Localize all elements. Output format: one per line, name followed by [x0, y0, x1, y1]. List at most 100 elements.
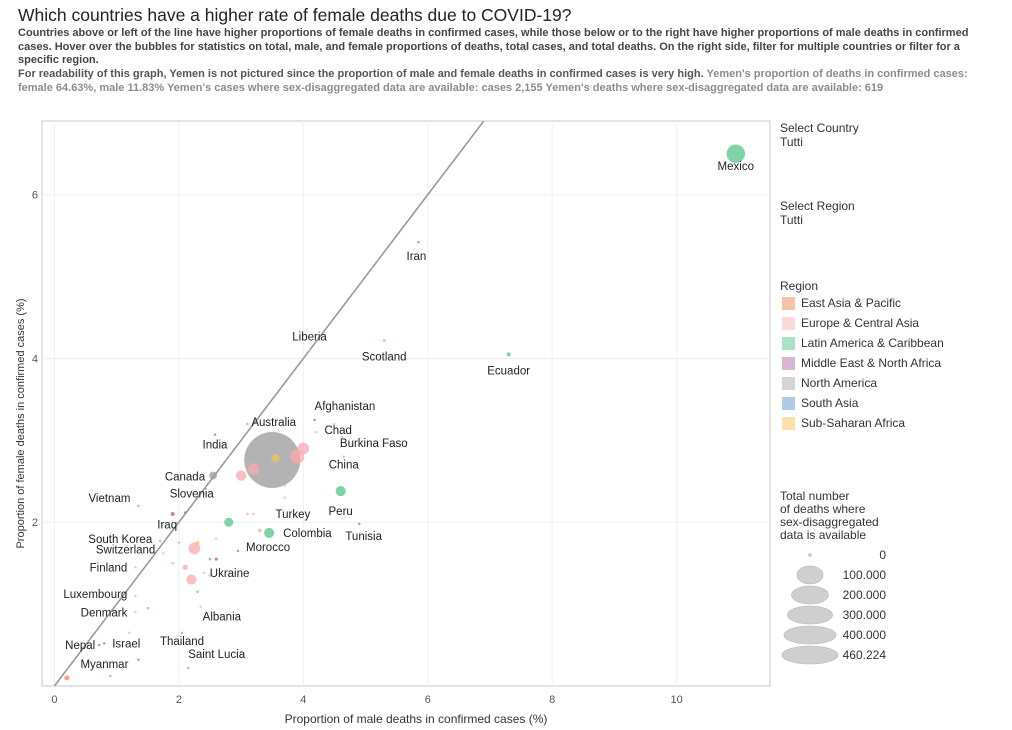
legend-swatch [782, 396, 795, 410]
country-label: Tunisia [345, 531, 382, 543]
country-label: Saint Lucia [188, 649, 246, 661]
legend-label: East Asia & Pacific [801, 296, 902, 310]
bubble-point [335, 486, 346, 497]
legend-item[interactable]: Europe & Central Asia [782, 315, 919, 331]
legend-item[interactable]: Latin America & Caribbean [782, 335, 944, 351]
bubble-point [236, 549, 240, 553]
bubble-point [98, 643, 101, 647]
country-label: Turkey [276, 509, 311, 521]
bubble-point [308, 349, 311, 352]
legend-label: South Asia [801, 396, 859, 410]
country-label: Iran [407, 251, 427, 263]
country-label: Mexico [718, 161, 754, 173]
legend-item[interactable]: North America [782, 375, 877, 391]
y-tick-label: 4 [32, 353, 38, 365]
bubble-point [297, 442, 310, 455]
bubble-point [186, 574, 197, 585]
country-label: Slovenia [170, 489, 215, 501]
country-label: Morocco [246, 542, 290, 554]
reference-line [53, 121, 485, 686]
size-legend-title: Total number of deaths where sex-disaggr… [780, 490, 900, 542]
bubble-point [726, 144, 746, 163]
country-label: Denmark [81, 607, 128, 619]
bubble-point [199, 605, 202, 608]
y-tick-label: 2 [32, 517, 38, 529]
bubble-point [159, 539, 162, 543]
bubble-point [246, 422, 249, 426]
y-tick-label: 6 [32, 190, 38, 202]
region-filter-label: Select Region [780, 199, 855, 213]
country-filter[interactable]: Select Country Tutti [780, 121, 859, 149]
bubble-point [202, 492, 205, 495]
size-legend-title-line: sex-disaggregated [780, 515, 879, 529]
bubble-point [188, 542, 201, 555]
x-tick-label: 8 [549, 694, 555, 706]
x-tick-label: 0 [51, 694, 57, 706]
bubble-point [146, 607, 149, 610]
bubble-point [358, 522, 361, 526]
bubble-point [235, 470, 247, 481]
country-label: Scotland [362, 351, 407, 363]
bubble-point [342, 455, 345, 458]
bubble-point [196, 590, 199, 594]
size-legend-title-line: data is available [780, 528, 867, 542]
yemen-note: For readability of this graph, Yemen is … [18, 68, 1003, 95]
bubble-point [213, 433, 217, 436]
x-tick-label: 4 [300, 694, 306, 706]
bubble-point [170, 511, 175, 517]
bubble-point [195, 540, 200, 545]
bubble-point [224, 517, 234, 527]
legend-label: Sub-Saharan Africa [801, 416, 906, 430]
country-label: Luxembourg [63, 589, 127, 601]
bubble-point [246, 512, 249, 516]
bubble-point [252, 512, 255, 516]
bubble-point [171, 561, 174, 565]
country-label: Israel [112, 638, 140, 650]
legend-swatch [782, 376, 795, 390]
country-label: Burkina Faso [340, 438, 408, 450]
bubble-point [340, 435, 344, 439]
bubble-point [187, 666, 190, 670]
yemen-note-lead: For readability of this graph, Yemen is … [18, 68, 704, 80]
plot-frame [41, 120, 771, 687]
x-tick-label: 10 [671, 694, 683, 706]
x-axis-label: Proportion of male deaths in confirmed c… [285, 712, 548, 726]
country-label: Liberia [292, 331, 327, 343]
bubble-point [264, 527, 275, 538]
bubble-point [214, 557, 218, 561]
bubble-point [313, 418, 316, 422]
country-label: Canada [165, 472, 206, 484]
bubble-point [134, 566, 137, 569]
legend-item[interactable]: Middle East & North Africa [782, 355, 941, 371]
legend-item[interactable]: East Asia & Pacific [782, 295, 901, 311]
legend-label: Europe & Central Asia [801, 316, 920, 330]
bubble-point [183, 511, 187, 514]
bubble-point [137, 504, 140, 508]
bubble-point [257, 528, 262, 533]
legend-swatch [782, 296, 795, 310]
region-filter-value[interactable]: Tutti [780, 213, 803, 227]
country-filter-value[interactable]: Tutti [780, 135, 803, 149]
bubble-point [137, 658, 140, 661]
bubble-point [127, 631, 131, 634]
bubble-point [134, 611, 137, 614]
country-label: China [329, 460, 360, 472]
bubble-point [208, 573, 212, 578]
country-label: Afghanistan [315, 401, 376, 413]
bubble-point [506, 352, 511, 357]
bubble-point [202, 571, 205, 575]
legend-item[interactable]: Sub-Saharan Africa [782, 415, 905, 431]
country-label: Myanmar [80, 659, 128, 671]
bubble-point [417, 240, 420, 244]
country-label: Switzerland [96, 544, 155, 556]
legend-label: North America [801, 376, 878, 390]
bubble-point [382, 338, 386, 343]
bubble-point [103, 642, 106, 645]
bubble-point [283, 496, 286, 499]
bubble-point [134, 594, 137, 598]
legend-item[interactable]: South Asia [782, 395, 858, 411]
country-label: Colombia [283, 528, 332, 540]
region-filter[interactable]: Select Region Tutti [780, 199, 855, 227]
country-label: Nepal [65, 640, 95, 652]
